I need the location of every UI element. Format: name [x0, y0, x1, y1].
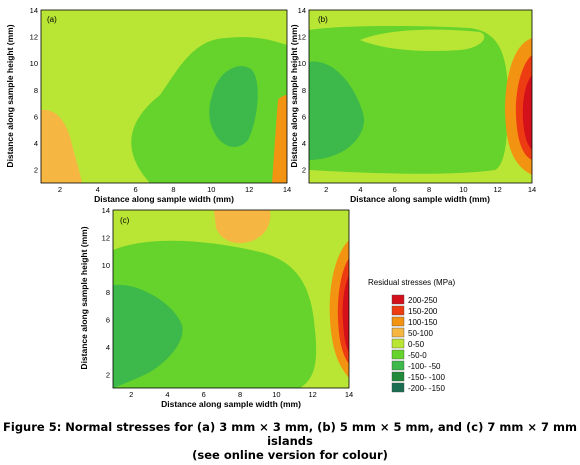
panel-c-frame: [112, 209, 350, 389]
panel-b-label: (b): [318, 15, 328, 24]
panel-c-region-m100-m50: [113, 284, 183, 388]
caption-line-2: (see online version for colour): [192, 448, 388, 462]
panel-b-frame: [308, 9, 533, 184]
panel-c-xlabel: Distance along sample width (mm): [161, 399, 301, 409]
panel-c-ytick-label: 8: [106, 288, 110, 297]
legend-item-label: -200- -150: [408, 384, 445, 393]
panel-b-xtick-label: 4: [358, 185, 362, 194]
panel-a-ylabel: Distance along sample height (mm): [5, 24, 15, 167]
legend-swatch: [391, 360, 405, 371]
panel-a-xtick-label: 14: [283, 185, 291, 194]
panel-a-xtick-label: 8: [171, 185, 175, 194]
panel-a-ytick-label: 4: [34, 139, 38, 148]
panel-b-xlabel: Distance along sample width (mm): [350, 194, 490, 204]
panel-b-xtick-label: 2: [324, 185, 328, 194]
panel-a-region-100-150: [272, 95, 287, 183]
panel-b-region-m50-0: [309, 25, 508, 174]
panel-a: (a) 2 4 6 8 10 12 14 2 4 6 8 10 12 14 Distance along …: [5, 6, 291, 204]
legend-swatch: [391, 371, 405, 382]
figure-caption: Figure 5: Normal stresses for (a) 3 mm ×…: [0, 420, 580, 462]
panel-c: (c) 2 4 6 8 10 12 14 2 4 6 8 10 12 14 Distance along …: [79, 206, 353, 409]
panel-a-xlabel: Distance along sample width (mm): [94, 194, 234, 204]
legend-item-label: 100-150: [408, 318, 438, 327]
panel-c-xtick-label: 2: [129, 390, 133, 399]
panel-c-ytick-label: 6: [106, 316, 110, 325]
panel-a-xtick-label: 10: [207, 185, 215, 194]
panel-b-ytick-label: 14: [298, 6, 306, 15]
panel-b-ticks: 2 4 6 8 10 12 14 2 4 6 8 10 12 14: [298, 6, 537, 194]
panel-b-xtick-label: 6: [393, 185, 397, 194]
legend-item-label: 0-50: [408, 340, 425, 349]
legend-items: 200-250 150-200 100-150 50-100 0-50 -50-0 -100…: [391, 294, 445, 393]
panel-a-xtick-label: 6: [134, 185, 138, 194]
panel-b-region-0-50-top: [360, 29, 485, 51]
panel-b-ytick-label: 12: [298, 33, 306, 42]
panel-b-region-m100-m50: [309, 61, 365, 160]
legend-swatch: [391, 294, 405, 305]
panel-c-ytick-label: 2: [106, 370, 110, 379]
panel-b-ytick-label: 2: [302, 166, 306, 175]
panel-c-ticks: 2 4 6 8 10 12 14 2 4 6 8 10 12 14: [102, 206, 354, 399]
panel-c-ytick-label: 14: [102, 206, 110, 215]
legend-item-label: 200-250: [408, 296, 438, 305]
panel-a-ytick-label: 10: [30, 59, 38, 68]
caption-line-1: Figure 5: Normal stresses for (a) 3 mm ×…: [3, 420, 577, 448]
legend-swatch: [391, 338, 405, 349]
panel-b-ytick-label: 6: [302, 112, 306, 121]
panel-a-label: (a): [47, 15, 57, 24]
panel-b-ytick-label: 4: [302, 139, 306, 148]
legend-title: Residual stresses (MPa): [368, 278, 455, 287]
panel-a-ytick-label: 2: [34, 166, 38, 175]
panel-c-xtick-label: 6: [202, 390, 206, 399]
panel-c-ytick-label: 4: [106, 343, 110, 352]
legend: Residual stresses (MPa) 200-250 150-200 10…: [368, 278, 455, 393]
panel-c-region-50-100: [214, 210, 271, 244]
legend-item-label: -150- -100: [408, 373, 445, 382]
panel-a-xtick-label: 2: [58, 185, 62, 194]
panel-b-region-200-250: [522, 75, 532, 150]
panel-b-ytick-label: 8: [302, 86, 306, 95]
panel-c-xtick-label: 8: [238, 390, 242, 399]
panel-c-ytick-label: 12: [102, 233, 110, 242]
panel-c-xtick-label: 12: [309, 390, 317, 399]
panel-b: (b) 2 4 6 8 10 12 14 2 4 6 8 10 12 14 Distance along …: [289, 6, 536, 204]
panel-c-xtick-label: 10: [272, 390, 280, 399]
panel-a-ytick-label: 6: [34, 112, 38, 121]
panel-b-ytick-label: 10: [298, 59, 306, 68]
panel-a-region-m100-m50: [209, 66, 258, 147]
panel-c-plot: [113, 210, 349, 388]
panel-c-label: (c): [120, 216, 130, 225]
panel-c-ytick-label: 10: [102, 261, 110, 270]
panel-a-plot: [41, 10, 287, 183]
panel-c-region-200-250: [342, 275, 349, 352]
legend-swatch: [391, 327, 405, 338]
panel-a-frame: [40, 9, 288, 184]
panel-a-xtick-label: 4: [96, 185, 100, 194]
panel-c-xtick-label: 14: [345, 390, 353, 399]
legend-item-label: 150-200: [408, 307, 438, 316]
legend-item-label: 50-100: [408, 329, 433, 338]
panel-a-region-50-100: [41, 109, 82, 183]
panel-a-ytick-label: 12: [30, 33, 38, 42]
legend-item-label: -100- -50: [408, 362, 441, 371]
panel-b-plot: [309, 10, 532, 183]
panel-c-ylabel: Distance along sample height (mm): [79, 226, 89, 369]
legend-swatch: [391, 349, 405, 360]
panel-a-ytick-label: 14: [30, 6, 38, 15]
panel-a-xtick-label: 12: [245, 185, 253, 194]
panel-a-ticks: 2 4 6 8 10 12 14 2 4 6 8 10 12 14: [30, 6, 292, 194]
panel-b-xtick-label: 12: [494, 185, 502, 194]
legend-item-label: -50-0: [408, 351, 427, 360]
panel-b-ylabel: Distance along sample height (mm): [289, 24, 299, 167]
panel-b-xtick-label: 8: [427, 185, 431, 194]
legend-swatch: [391, 382, 405, 393]
panel-b-xtick-label: 14: [528, 185, 536, 194]
legend-swatch: [391, 305, 405, 316]
panel-b-xtick-label: 10: [459, 185, 467, 194]
panel-a-ytick-label: 8: [34, 86, 38, 95]
legend-swatch: [391, 316, 405, 327]
panel-c-xtick-label: 4: [165, 390, 169, 399]
